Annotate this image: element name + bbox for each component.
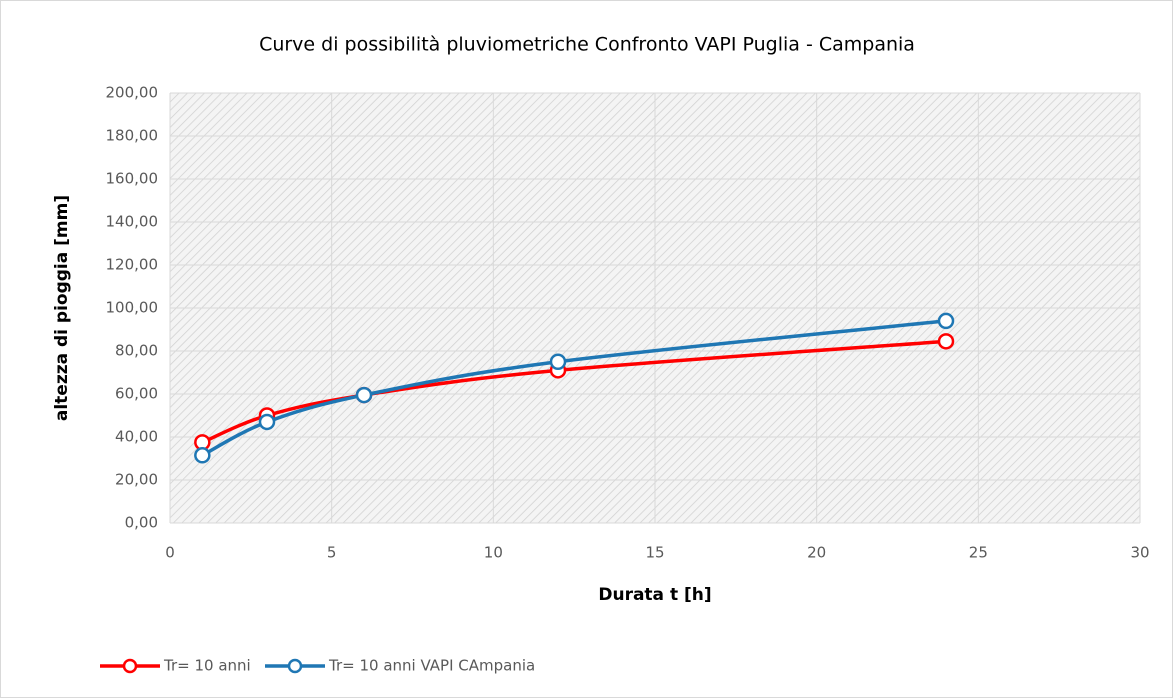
data-point <box>937 312 955 330</box>
y-tick-label: 160,00 <box>106 170 159 188</box>
y-tick-label: 0,00 <box>125 514 158 532</box>
x-tick-label: 0 <box>165 544 175 562</box>
x-tick-label: 5 <box>327 544 337 562</box>
x-tick-label: 25 <box>969 544 988 562</box>
y-tick-label: 200,00 <box>106 84 159 102</box>
y-tick-label: 120,00 <box>106 256 159 274</box>
x-tick-label: 15 <box>645 544 664 562</box>
x-tick-label: 30 <box>1130 544 1149 562</box>
legend-label: Tr= 10 anni <box>163 657 251 675</box>
chart-title: Curve di possibilità pluviometriche Conf… <box>259 34 915 56</box>
x-tick-label: 10 <box>484 544 503 562</box>
y-tick-label: 20,00 <box>115 471 158 489</box>
y-tick-label: 80,00 <box>115 342 158 360</box>
x-axis-title: Durata t [h] <box>598 585 711 605</box>
data-point <box>937 333 955 350</box>
y-tick-label: 180,00 <box>106 127 159 145</box>
y-axis-title: altezza di pioggia [mm] <box>52 195 72 421</box>
legend-marker <box>122 658 138 674</box>
x-tick-label: 20 <box>807 544 826 562</box>
data-point <box>549 353 567 370</box>
data-point <box>355 386 373 404</box>
legend-marker <box>287 658 303 674</box>
data-point <box>258 413 276 431</box>
y-tick-label: 140,00 <box>106 213 159 231</box>
legend-label: Tr= 10 anni VAPI CAmpania <box>328 657 535 675</box>
data-point <box>194 447 211 464</box>
y-tick-label: 60,00 <box>115 385 158 403</box>
y-tick-label: 100,00 <box>106 299 159 317</box>
y-tick-label: 40,00 <box>115 428 158 446</box>
